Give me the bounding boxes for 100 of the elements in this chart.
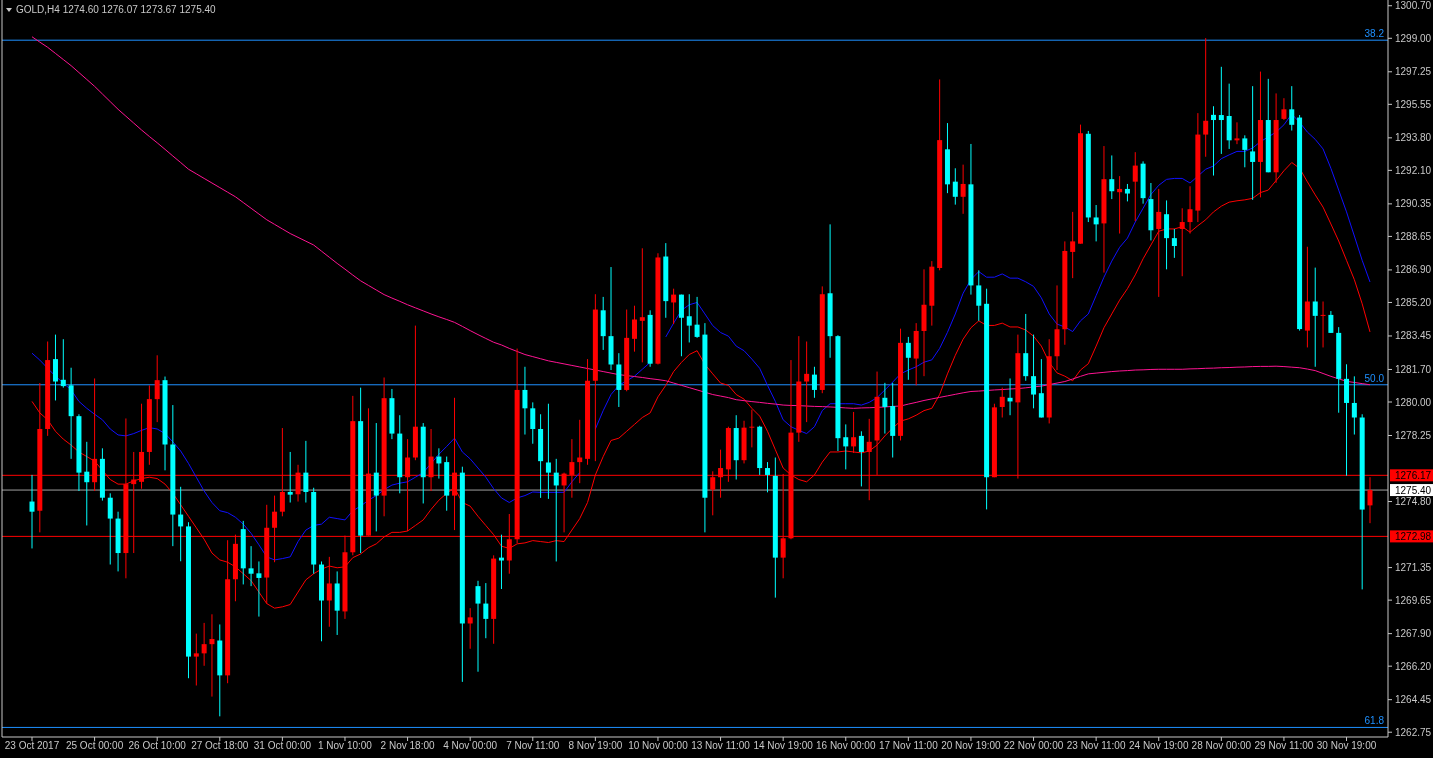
y-tick-label: 1292.10	[1395, 164, 1432, 176]
y-tick-label: 1297.25	[1395, 66, 1432, 78]
candlestick	[193, 633, 199, 687]
annotation: 38.2	[1364, 28, 1385, 40]
candlestick	[483, 582, 489, 639]
candlestick	[686, 293, 692, 343]
candlestick	[671, 288, 677, 325]
candlestick	[1320, 301, 1326, 348]
candlestick	[84, 441, 90, 526]
y-tick-label: 1271.35	[1395, 562, 1432, 574]
candlestick	[1289, 85, 1295, 132]
y-tick-label: 1290.35	[1395, 198, 1432, 210]
candlestick	[999, 387, 1005, 419]
candlestick	[1218, 66, 1224, 155]
candlestick	[1171, 228, 1177, 259]
candlestick	[1031, 334, 1037, 409]
candlestick	[530, 401, 536, 445]
candlestick	[201, 622, 207, 667]
candlestick	[1312, 267, 1318, 368]
candlestick	[1234, 121, 1240, 145]
x-tick-label: 13 Nov 11:00	[691, 740, 751, 751]
x-tick-label: 14 Nov 19:00	[753, 740, 814, 751]
candlestick	[287, 451, 293, 503]
ref-line-label: 1272.98	[1395, 530, 1432, 542]
candlestick	[52, 334, 58, 401]
annotation: 61.8	[1364, 715, 1385, 727]
candlestick	[467, 607, 473, 650]
y-tick-label: 1278.25	[1395, 430, 1432, 441]
candlestick	[303, 440, 309, 503]
y-tick-label: 1299.00	[1395, 32, 1432, 44]
x-tick-label: 2 Nov 18:00	[380, 740, 435, 751]
candlestick	[1250, 85, 1256, 201]
candlestick	[1351, 375, 1357, 436]
candlestick	[804, 341, 810, 423]
x-tick-label: 1 Nov 10:00	[318, 740, 373, 751]
candlestick	[905, 336, 911, 381]
candlestick	[1070, 211, 1076, 279]
candlestick	[765, 461, 771, 493]
ref-line-label: 1276.17	[1395, 469, 1432, 481]
candlestick	[256, 560, 262, 618]
y-tick-label: 1286.90	[1395, 264, 1432, 276]
x-tick-label: 20 Nov 19:00	[941, 740, 1002, 751]
x-tick-label: 16 Nov 00:00	[816, 740, 876, 751]
y-tick-label: 1285.20	[1395, 296, 1432, 308]
y-tick-label: 1274.80	[1395, 496, 1432, 508]
y-tick-label: 1295.55	[1395, 98, 1432, 110]
candlestick	[1281, 97, 1287, 121]
candlestick	[976, 269, 982, 322]
y-tick-label: 1269.65	[1395, 594, 1432, 606]
candlestick	[1242, 134, 1248, 168]
x-tick-label: 8 Nov 19:00	[568, 740, 623, 751]
candlestick	[678, 294, 684, 357]
candlestick	[952, 167, 958, 206]
candlestick	[851, 411, 857, 454]
x-tick-label: 31 Oct 00:00	[253, 740, 312, 751]
ref-line-label: 1275.40	[1395, 484, 1432, 496]
y-tick-label: 1262.75	[1395, 726, 1432, 738]
y-tick-label: 1288.65	[1395, 230, 1432, 242]
y-tick-label: 1281.70	[1395, 363, 1432, 375]
candlestick	[1187, 185, 1193, 235]
candlestick	[1203, 37, 1209, 158]
x-tick-label: 4 Nov 00:00	[443, 740, 498, 751]
x-tick-label: 28 Nov 00:00	[1191, 740, 1252, 751]
candlestick	[60, 338, 66, 389]
candlestick	[1093, 204, 1099, 242]
candlestick	[1109, 154, 1115, 200]
candlestick	[1211, 105, 1217, 177]
x-tick-label: 29 Nov 11:00	[1254, 740, 1314, 751]
candlestick	[1023, 313, 1029, 382]
candlestick	[811, 366, 817, 399]
candlestick	[522, 366, 528, 436]
candlestick	[209, 613, 215, 698]
chart-title: GOLD,H4 1274.60 1276.07 1273.67 1275.40	[16, 4, 217, 15]
x-tick-label: 10 Nov 00:00	[628, 740, 689, 751]
y-tick-label: 1293.80	[1395, 132, 1432, 144]
y-tick-label: 1266.20	[1395, 660, 1432, 672]
y-tick-label: 1283.45	[1395, 330, 1432, 342]
y-tick-label: 1267.90	[1395, 628, 1432, 640]
candlestick	[154, 354, 160, 423]
candlestick	[1164, 199, 1170, 270]
x-tick-label: 26 Oct 10:00	[128, 740, 187, 751]
x-tick-label: 30 Nov 19:00	[1316, 740, 1377, 751]
annotation: 50.0	[1364, 372, 1385, 384]
candlestick	[749, 409, 755, 448]
candlestick	[858, 430, 864, 487]
candlestick	[545, 403, 551, 500]
candlestick	[498, 534, 504, 590]
candlestick	[107, 492, 113, 566]
candlestick	[639, 247, 645, 363]
y-tick-label: 1264.45	[1395, 694, 1432, 706]
candlestick	[694, 296, 700, 339]
x-tick-label: 22 Nov 00:00	[1003, 740, 1064, 751]
candlestick	[553, 458, 559, 562]
x-tick-label: 17 Nov 11:00	[878, 740, 939, 751]
candlestick	[373, 422, 379, 532]
candlestick	[843, 423, 849, 470]
candlestick	[1328, 310, 1334, 334]
x-tick-label: 23 Oct 2017	[4, 740, 60, 751]
candlestick	[631, 305, 637, 353]
candlestick	[248, 545, 254, 587]
